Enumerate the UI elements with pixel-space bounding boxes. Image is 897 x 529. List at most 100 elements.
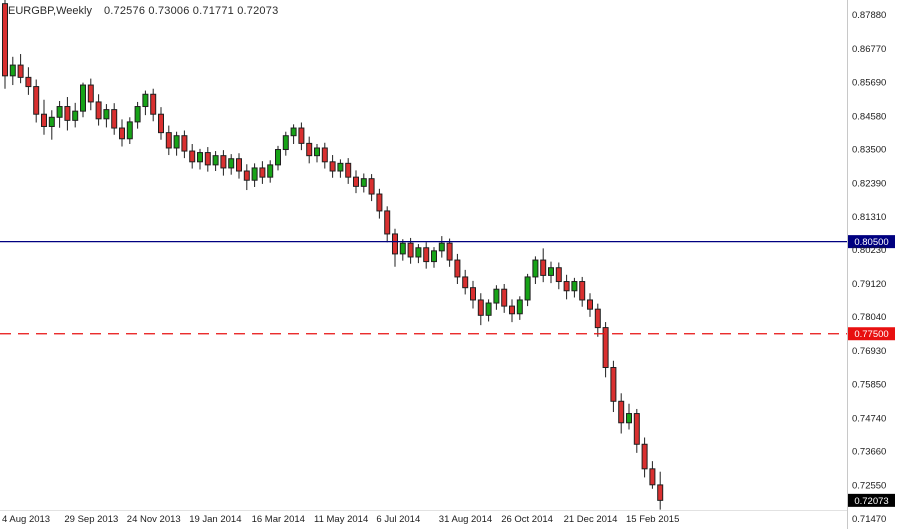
candle — [236, 153, 242, 179]
candle — [103, 104, 110, 128]
candle-body-up — [228, 158, 235, 169]
chart-symbol-period: EURGBP,Weekly — [8, 5, 92, 17]
y-axis-tick-label: 0.75850 — [852, 379, 886, 390]
chart-plot-area[interactable] — [0, 0, 847, 529]
candle-body-down — [204, 152, 211, 166]
candle-body-down — [509, 305, 515, 315]
candle-body-down — [353, 176, 359, 187]
candle — [470, 280, 476, 309]
x-axis-tick-label: 4 Aug 2013 — [2, 514, 50, 525]
candle — [267, 160, 274, 183]
candle — [509, 299, 515, 323]
candle-body-down — [563, 281, 570, 292]
current-price-tag-label: 0.72073 — [854, 496, 888, 507]
candle — [555, 262, 562, 290]
candle-body-down — [298, 127, 305, 144]
candle-body-up — [290, 127, 297, 137]
candle — [399, 239, 406, 261]
candle — [384, 206, 391, 243]
y-axis-tick-label: 0.81310 — [852, 212, 886, 223]
y-axis-tick-label: 0.83500 — [852, 145, 886, 156]
candle-body-up — [134, 106, 141, 123]
y-axis-tick-label: 0.74740 — [852, 413, 886, 424]
candle — [298, 122, 305, 151]
x-axis-tick-label: 24 Nov 2013 — [127, 514, 181, 525]
candle-body-up — [626, 413, 632, 424]
candle — [360, 173, 367, 193]
candle-body-up — [438, 242, 445, 252]
candle-body-down — [17, 64, 24, 78]
candle — [243, 164, 250, 191]
y-axis-tick-label: 0.79120 — [852, 279, 886, 290]
candle — [329, 155, 336, 178]
candle-body-down — [423, 247, 430, 263]
candle — [95, 94, 102, 126]
candle — [48, 110, 55, 140]
candle-body-down — [649, 468, 656, 486]
candle-body-down — [618, 400, 625, 424]
chart-ohlc-values: 0.72576 0.73006 0.71771 0.72073 — [103, 5, 279, 17]
candle — [126, 117, 133, 144]
y-axis-tick-label: 0.72550 — [852, 481, 886, 492]
candle-body-up — [524, 276, 531, 301]
candle — [197, 148, 203, 170]
candle — [633, 408, 640, 453]
candle-body-up — [103, 109, 110, 120]
candle-body-down — [633, 413, 640, 445]
candle — [571, 277, 578, 298]
candle-body-up — [516, 299, 523, 315]
candle-body-up — [212, 155, 219, 166]
candle — [181, 130, 188, 159]
price-axis[interactable]: 0.87880 0.86770 0.85690 0.84580 0.83500 0.823… — [852, 10, 886, 525]
candle — [516, 296, 523, 320]
candle — [415, 244, 422, 264]
candle-body-down — [610, 367, 617, 402]
candle — [532, 256, 539, 284]
candle — [602, 322, 609, 378]
candle — [431, 247, 437, 268]
time-axis[interactable]: 4 Aug 2013 29 Sep 2013 24 Nov 2013 19 Jan 2… — [2, 514, 679, 525]
candle-body-down — [376, 193, 383, 212]
candle-body-down — [243, 170, 250, 181]
x-axis-tick-label: 15 Feb 2015 — [626, 514, 679, 525]
candle-body-up — [48, 116, 55, 127]
candle-body-up — [80, 84, 86, 112]
x-axis-tick-label: 21 Dec 2014 — [564, 514, 618, 525]
candle-body-up — [142, 93, 149, 108]
y-axis-tick-label: 0.87880 — [852, 10, 886, 21]
candle-body-up — [548, 267, 554, 276]
candle-body-down — [329, 161, 336, 172]
candle-body-down — [501, 288, 508, 307]
candle — [641, 437, 648, 478]
candle-body-down — [158, 113, 164, 134]
candle-body-up — [72, 110, 79, 121]
candle-body-up — [314, 147, 320, 157]
y-axis-tick-label: 0.84580 — [852, 111, 886, 122]
candle — [306, 136, 313, 164]
x-axis-tick-label: 11 May 2014 — [314, 514, 368, 525]
candle-body-down — [220, 155, 227, 169]
candle-body-down — [119, 127, 125, 140]
candle-body-down — [25, 76, 32, 88]
candle-body-down — [181, 135, 188, 152]
candle — [314, 143, 320, 163]
candle-body-down — [657, 484, 664, 501]
candle-body-down — [555, 267, 562, 283]
candle — [87, 78, 94, 111]
candle-body-down — [641, 443, 648, 470]
candle — [477, 293, 484, 326]
candle — [204, 147, 211, 172]
candle — [142, 90, 149, 116]
candle-body-up — [493, 288, 500, 304]
candle — [275, 145, 281, 171]
candle-body-down — [165, 132, 172, 149]
candle — [540, 248, 547, 283]
candle-body-up — [275, 149, 281, 166]
candle — [594, 303, 601, 337]
resistance-line-blue-price-tag — [848, 235, 895, 249]
candle — [462, 269, 469, 295]
y-axis-tick-label: 0.73660 — [852, 447, 886, 458]
candle — [189, 143, 196, 169]
candle — [41, 99, 47, 135]
